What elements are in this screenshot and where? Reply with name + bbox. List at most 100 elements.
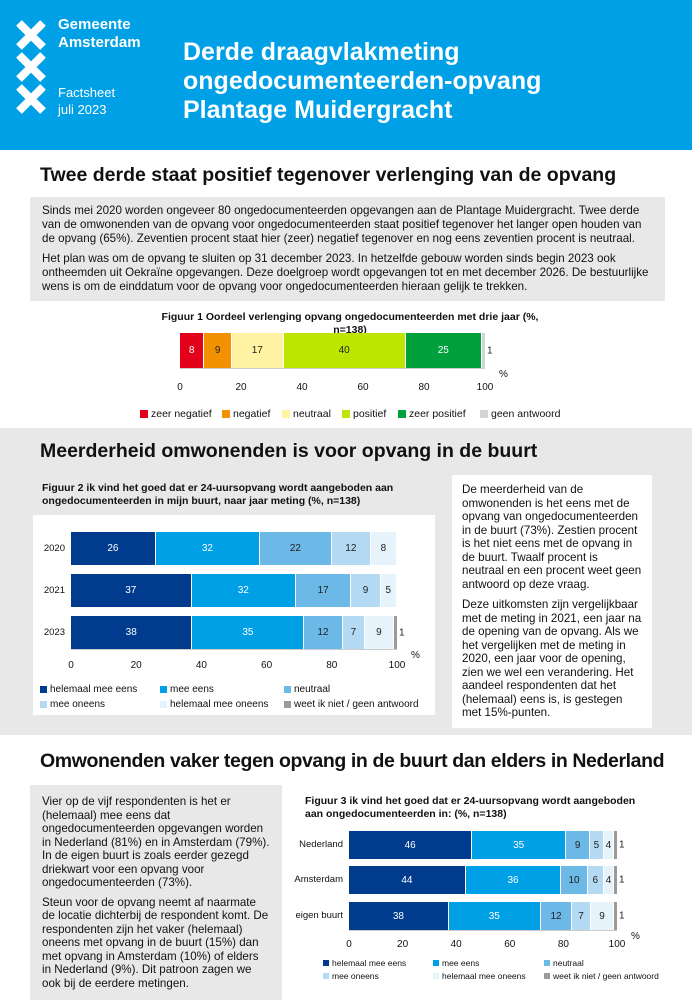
segment-value-label: 32 (237, 585, 249, 596)
x-tick-label: 80 (326, 660, 338, 671)
page-title: Derde draagvlakmeting ongedocumenteerden-… (183, 38, 542, 124)
legend-swatch (544, 973, 550, 979)
bar-segment: 1 (614, 866, 625, 894)
legend-swatch (40, 686, 47, 693)
x-axis-line (71, 649, 397, 650)
segment-value-label: 38 (392, 910, 404, 922)
legend-label: mee oneens (50, 699, 106, 710)
segment-value-label: 8 (380, 543, 387, 554)
legend-swatch (544, 960, 550, 966)
unit-label: % (631, 931, 640, 942)
legend-swatch (222, 410, 230, 418)
bar-segment: 8 (370, 532, 397, 565)
segment-value-label: 9 (599, 910, 605, 922)
bar-segment: 17 (231, 333, 284, 368)
stacked-bar: 38 35 12 7 9 1 (349, 902, 625, 930)
section1-intro: Sinds mei 2020 worden ongeveer 80 ongedo… (30, 197, 665, 301)
segment-value-label: 12 (345, 543, 357, 554)
legend-label: zeer negatief (151, 408, 212, 420)
segment-value-label: 17 (251, 345, 263, 356)
x-axis-line (349, 930, 617, 931)
stacked-bar: 38 35 12 7 9 1 (71, 616, 405, 649)
x-tick-label: 40 (195, 660, 207, 671)
segment-value-label: 37 (125, 585, 137, 596)
segment-value-label: 12 (550, 910, 562, 922)
segment-value-label: 5 (385, 585, 392, 596)
bar-segment: 25 (405, 333, 482, 368)
segment-value-label: 22 (289, 543, 301, 554)
bar-segment: 40 (283, 333, 406, 368)
segment-value-label: 26 (107, 543, 119, 554)
x-tick-label: 80 (557, 939, 569, 950)
legend-label: neutraal (293, 408, 331, 420)
legend-item: helemaal mee eens (40, 684, 137, 695)
bar-segment: 5 (590, 831, 604, 859)
bar-segment: 8 (180, 333, 205, 368)
legend-label: neutraal (294, 684, 331, 695)
legend-swatch (160, 686, 167, 693)
bar-segment: 9 (590, 902, 615, 930)
figure2-title: Figuur 2 ik vind het goed dat er 24-uurs… (42, 482, 394, 507)
bar-segment: 6 (587, 866, 604, 894)
legend-item: negatief (222, 408, 270, 420)
segment-value-label: 40 (338, 345, 350, 356)
cross-icon (16, 52, 46, 82)
legend-label: mee eens (170, 684, 214, 695)
segment-value-label: 6 (592, 874, 599, 886)
legend-item: neutraal (282, 408, 331, 420)
legend-item: mee oneens (323, 971, 379, 981)
segment-value-label: 12 (317, 627, 329, 638)
bar-segment: 35 (448, 902, 541, 930)
legend-label: neutraal (553, 958, 584, 968)
legend-swatch (40, 701, 47, 708)
legend-swatch (284, 701, 291, 708)
segment-value-label: 1 (618, 839, 625, 851)
legend-item: neutraal (544, 958, 584, 968)
stacked-bar: 46 35 9 5 4 1 (349, 831, 625, 859)
legend-swatch (480, 410, 488, 418)
bar-segment: 5 (380, 574, 397, 607)
category-label: 2021 (43, 584, 65, 596)
legend-swatch (398, 410, 406, 418)
category-label: 2023 (43, 626, 65, 638)
section3-text: Vier op de vijf respondenten is het er (… (30, 785, 282, 1000)
legend-swatch (160, 701, 167, 708)
segment-value-label: 4 (605, 874, 612, 886)
bar-segment: 46 (349, 831, 473, 859)
bar-segment: 32 (191, 574, 296, 607)
legend-item: mee eens (160, 684, 214, 695)
bar-segment: 1 (614, 902, 625, 930)
segment-value-label: 36 (507, 874, 519, 886)
bar-segment: 12 (304, 616, 343, 649)
bar-segment: 1 (614, 831, 625, 859)
legend-item: helemaal mee eens (323, 958, 406, 968)
x-tick-label: 80 (418, 382, 430, 393)
unit-label: % (499, 369, 508, 380)
segment-value-label: 25 (437, 345, 449, 356)
segment-value-label: 38 (125, 627, 137, 638)
category-label: 2020 (43, 542, 65, 554)
segment-value-label: 9 (214, 345, 221, 356)
legend-label: helemaal mee eens (50, 684, 138, 695)
segment-value-label: 44 (401, 874, 413, 886)
segment-value-label: 35 (488, 910, 500, 922)
bar-segment: 44 (349, 866, 466, 894)
bar-segment: 26 (71, 532, 156, 565)
segment-value-label: 17 (317, 585, 329, 596)
bar-segment: 22 (260, 532, 332, 565)
x-tick-label: 0 (346, 939, 352, 950)
segment-value-label: 35 (513, 839, 525, 851)
segment-value-label: 5 (593, 839, 600, 851)
category-label: eigen buurt (295, 910, 343, 921)
section2-text: De meerderheid van de omwonenden is het … (452, 475, 652, 728)
legend-swatch (433, 960, 439, 966)
legend-label: helemaal mee oneens (170, 699, 269, 710)
bar-segment: 7 (342, 616, 366, 649)
cross-icon (16, 20, 46, 50)
segment-value-label: 35 (242, 627, 254, 638)
x-tick-label: 20 (130, 660, 142, 671)
x-axis-line (180, 368, 485, 369)
bar-segment: 9 (566, 831, 591, 859)
section3-heading: Omwonenden vaker tegen opvang in de buur… (40, 750, 665, 772)
stacked-bar: 8 9 17 40 25 1 (180, 333, 493, 368)
